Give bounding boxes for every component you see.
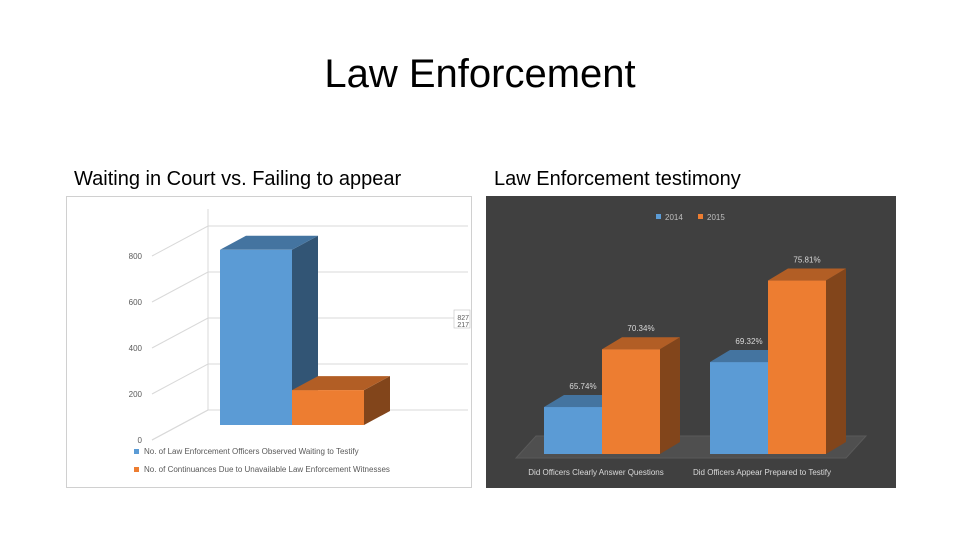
right-bar-2015-2 bbox=[768, 268, 846, 454]
right-legend-swatch-2014 bbox=[656, 214, 661, 219]
left-gridline bbox=[151, 225, 468, 257]
left-legend-swatch-2 bbox=[134, 467, 139, 472]
left-gridline bbox=[151, 271, 468, 303]
right-data-label: 75.81% bbox=[793, 256, 820, 265]
left-gridline bbox=[151, 317, 468, 349]
right-x-category-label-1: Did Officers Clearly Answer Questions bbox=[528, 468, 663, 477]
left-gridline bbox=[151, 363, 468, 395]
right-bar-2015-2-front bbox=[768, 280, 826, 454]
left-legend-label-1: No. of Law Enforcement Officers Observed… bbox=[144, 447, 359, 456]
left-bar-2-top bbox=[292, 376, 390, 391]
left-legend-label-2: No. of Continuances Due to Unavailable L… bbox=[144, 465, 390, 474]
right-bar-2015-1-front bbox=[602, 349, 660, 454]
right-bar-2015-1-side bbox=[660, 337, 680, 454]
right-data-label: 69.32% bbox=[735, 337, 762, 346]
right-bar-2014-1-front bbox=[544, 407, 602, 454]
left-bar-1-side bbox=[292, 235, 318, 425]
left-bar-2-side bbox=[364, 376, 390, 425]
left-bar-1-front bbox=[220, 249, 292, 425]
right-legend-swatch-2015 bbox=[698, 214, 703, 219]
left-y-tick-label: 0 bbox=[138, 436, 143, 445]
left-bar-2 bbox=[292, 376, 390, 425]
left-y-tick-label: 600 bbox=[129, 298, 143, 307]
left-data-label: 827 bbox=[457, 315, 469, 322]
left-y-tick-label: 800 bbox=[129, 252, 143, 261]
right-bar-2014-2-front bbox=[710, 362, 768, 454]
left-data-label-box bbox=[453, 309, 471, 329]
slide-title: Law Enforcement bbox=[324, 52, 636, 96]
right-data-label: 70.34% bbox=[627, 324, 654, 333]
right-legend-label-2014: 2014 bbox=[665, 213, 683, 222]
right-chart-heading: Law Enforcement testimony bbox=[494, 168, 741, 190]
left-chart-heading: Waiting in Court vs. Failing to appear bbox=[74, 168, 402, 190]
left-bar-2-front bbox=[292, 390, 364, 425]
right-data-label: 65.74% bbox=[569, 382, 596, 391]
right-legend-label-2015: 2015 bbox=[707, 213, 725, 222]
left-bar-1 bbox=[220, 235, 318, 425]
right-bar-2015-1-top bbox=[602, 337, 680, 350]
right-bar-2015-2-side bbox=[826, 268, 846, 454]
left-bar-1-top bbox=[220, 235, 318, 250]
right-bar-2015-1 bbox=[602, 337, 680, 454]
left-y-tick-label: 200 bbox=[129, 390, 143, 399]
left-legend-swatch-1 bbox=[134, 449, 139, 454]
left-y-tick-label: 400 bbox=[129, 344, 143, 353]
right-bar-chart: 2014 2015 65.74% 69.32% 70.34% 75.81% Did Offi… bbox=[486, 196, 896, 488]
right-bar-2015-2-top bbox=[768, 268, 846, 281]
left-data-label: 217 bbox=[457, 322, 469, 329]
right-x-category-label-2: Did Officers Appear Prepared to Testify bbox=[693, 468, 831, 477]
